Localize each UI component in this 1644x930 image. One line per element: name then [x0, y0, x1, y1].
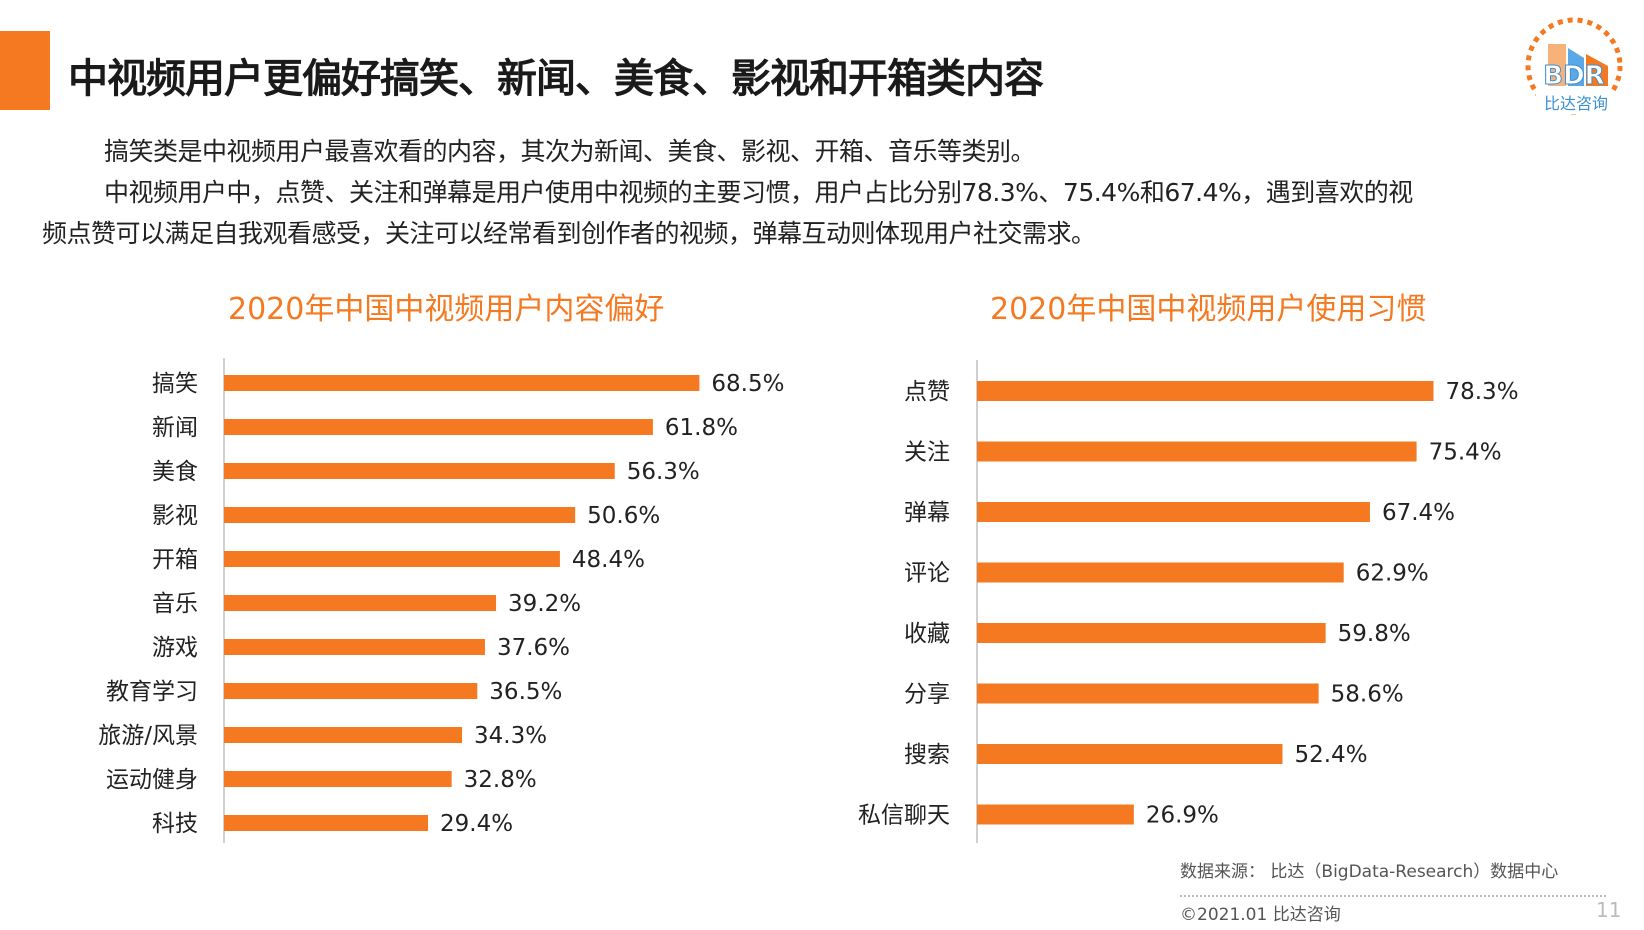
- chart-2-bar-5: [977, 683, 1319, 704]
- title-accent-bar: [0, 31, 50, 110]
- paragraph-1: 搞笑类是中视频用户最喜欢看的内容，其次为新闻、美食、影视、开箱、音乐等类别。: [104, 137, 1036, 166]
- chart-2-category-5: 分享: [904, 682, 950, 708]
- chart-1-category-2: 美食: [152, 459, 198, 485]
- chart-1-category-0: 搞笑: [152, 371, 198, 397]
- chart-2-category-4: 收藏: [904, 621, 950, 647]
- chart-2-category-1: 关注: [904, 440, 950, 466]
- chart-2-value-label-2: 67.4%: [1382, 500, 1455, 526]
- chart-1-category-8: 旅游/风景: [98, 723, 198, 749]
- bdr-logo: BDR 比达咨询: [1525, 17, 1623, 115]
- chart-2-category-0: 点赞: [904, 379, 950, 405]
- chart-1-category-4: 开箱: [152, 547, 198, 573]
- chart-1-bar-3: [224, 507, 576, 523]
- chart-1-category-10: 科技: [152, 811, 198, 837]
- chart-2-title: 2020年中国中视频用户使用习惯: [990, 292, 1427, 327]
- chart-1-value-label-0: 68.5%: [711, 371, 784, 397]
- logo-subtext: 比达咨询: [1544, 94, 1608, 113]
- chart-2-bar-6: [977, 744, 1283, 764]
- chart-2-value-label-0: 78.3%: [1445, 379, 1518, 405]
- chart-1-bar-6: [224, 639, 485, 655]
- chart-2-bar-4: [977, 623, 1326, 643]
- chart-2-bar-7: [977, 804, 1134, 825]
- chart-1-bar-5: [224, 595, 497, 611]
- chart-2-value-label-6: 52.4%: [1294, 742, 1367, 768]
- chart-1-value-label-6: 37.6%: [497, 635, 570, 661]
- chart-1-bar-2: [224, 463, 615, 479]
- copyright: ©2021.01 比达咨询: [1180, 905, 1341, 925]
- paragraph-2-line-1: 中视频用户中，点赞、关注和弹幕是用户使用中视频的主要习惯，用户占比分别78.3%…: [104, 178, 1413, 207]
- chart-1-category-5: 音乐: [152, 591, 198, 617]
- chart-1-value-label-7: 36.5%: [489, 679, 562, 705]
- chart-1-category-9: 运动健身: [106, 767, 198, 793]
- footer-divider: [1180, 895, 1606, 897]
- logo-text: BDR: [1543, 61, 1604, 91]
- chart-1-category-6: 游戏: [152, 635, 198, 661]
- chart-2-bar-1: [977, 441, 1417, 462]
- chart-1-value-label-8: 34.3%: [474, 723, 547, 749]
- chart-1-bar-7: [224, 683, 478, 699]
- chart-1-bar-4: [224, 551, 560, 567]
- chart-1-bar-1: [224, 419, 653, 435]
- chart-1-bar-10: [224, 815, 429, 831]
- chart-2-category-7: 私信聊天: [858, 803, 950, 829]
- chart-2-value-label-7: 26.9%: [1146, 803, 1219, 829]
- chart-1-value-label-3: 50.6%: [587, 503, 660, 529]
- chart-1-value-label-5: 39.2%: [508, 591, 581, 617]
- chart-1-title: 2020年中国中视频用户内容偏好: [228, 292, 665, 327]
- chart-2-bar-0: [977, 381, 1434, 401]
- chart-1-category-3: 影视: [152, 503, 198, 529]
- page-number: 11: [1596, 898, 1622, 922]
- paragraph-2-line-2: 频点赞可以满足自我观看感受，关注可以经常看到创作者的视频，弹幕互动则体现用户社交…: [42, 219, 1096, 248]
- chart-1-value-label-9: 32.8%: [464, 767, 537, 793]
- data-source: 数据来源： 比达（BigData-Research）数据中心: [1180, 862, 1559, 882]
- chart-1-value-label-10: 29.4%: [440, 811, 513, 837]
- chart-2-bar-2: [977, 502, 1370, 522]
- chart-2-category-3: 评论: [904, 561, 950, 587]
- chart-2-value-label-5: 58.6%: [1331, 682, 1404, 708]
- chart-1-value-label-4: 48.4%: [572, 547, 645, 573]
- chart-2-value-label-3: 62.9%: [1356, 561, 1429, 587]
- chart-1-bar-0: [224, 375, 700, 391]
- chart-1-bar-8: [224, 727, 463, 743]
- chart-2-value-label-4: 59.8%: [1338, 621, 1411, 647]
- page-title: 中视频用户更偏好搞笑、新闻、美食、影视和开箱类内容: [68, 56, 1044, 102]
- chart-1-bar-9: [224, 771, 452, 787]
- chart-1-value-label-2: 56.3%: [627, 459, 700, 485]
- chart-2-bar-3: [977, 562, 1344, 583]
- chart-2-category-2: 弹幕: [904, 500, 950, 526]
- chart-1-category-1: 新闻: [152, 415, 198, 441]
- chart-1-category-7: 教育学习: [106, 679, 198, 705]
- chart-2-category-6: 搜索: [904, 742, 950, 768]
- chart-2-value-label-1: 75.4%: [1429, 440, 1502, 466]
- chart-1-value-label-1: 61.8%: [665, 415, 738, 441]
